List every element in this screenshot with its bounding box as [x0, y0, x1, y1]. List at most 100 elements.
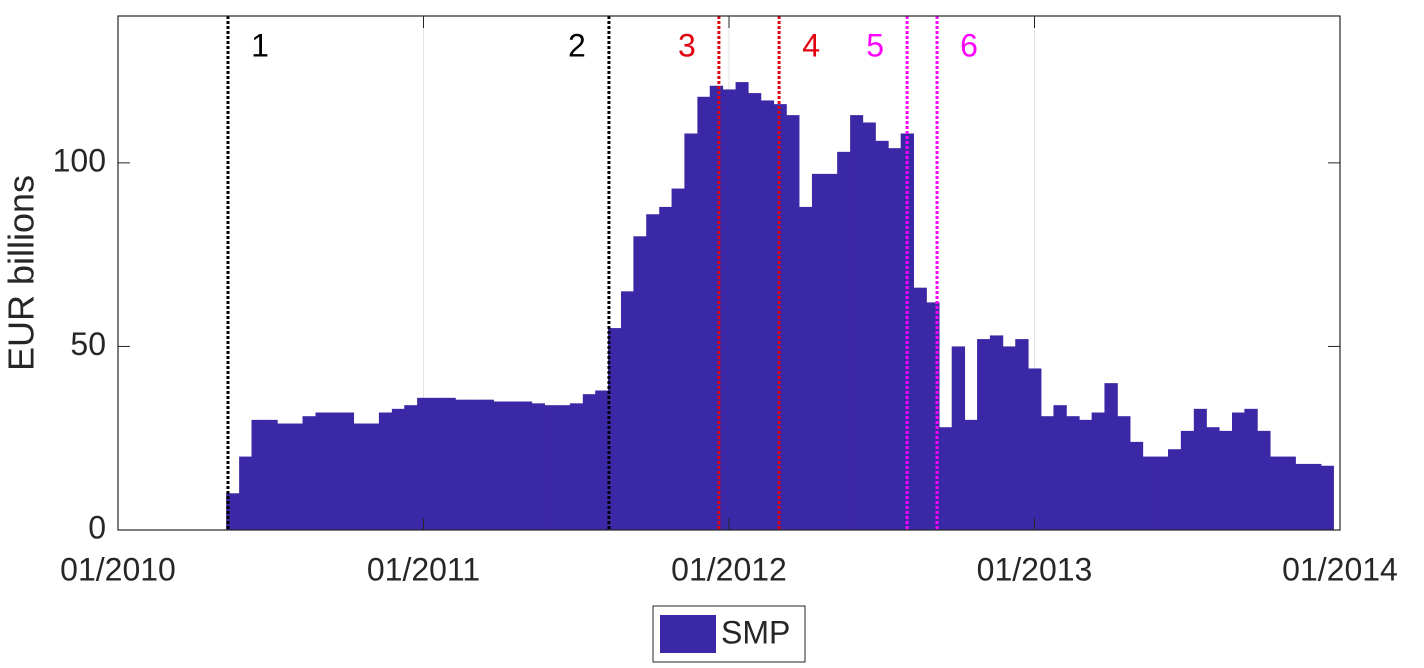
- bar: [251, 419, 265, 530]
- bar: [340, 412, 355, 530]
- bar: [1002, 346, 1016, 530]
- bar: [747, 93, 762, 530]
- bar: [1295, 463, 1309, 530]
- bar: [735, 82, 749, 530]
- bar: [989, 335, 1004, 530]
- bar: [277, 423, 291, 530]
- bar: [608, 328, 622, 530]
- bar: [621, 291, 635, 530]
- y-tick-label: 100: [53, 142, 106, 178]
- bar: [646, 214, 660, 530]
- bar: [1015, 339, 1029, 530]
- bar: [1308, 463, 1322, 530]
- bar: [1142, 456, 1156, 530]
- y-tick-label: 0: [88, 509, 106, 545]
- bar: [302, 416, 316, 530]
- bar: [239, 456, 253, 530]
- bar: [659, 206, 673, 530]
- bar: [378, 412, 393, 530]
- event-label: 2: [568, 27, 586, 63]
- bar: [264, 419, 278, 530]
- bar: [1104, 383, 1118, 530]
- bar: [391, 408, 405, 530]
- bar: [1244, 408, 1258, 530]
- bar: [531, 403, 545, 530]
- bar: [938, 427, 953, 530]
- bar: [289, 423, 304, 530]
- bar: [1270, 456, 1284, 530]
- bar: [1117, 416, 1131, 530]
- bar: [404, 405, 418, 530]
- y-tick-label: 50: [70, 326, 106, 362]
- bar: [1206, 427, 1220, 530]
- bar: [850, 115, 864, 530]
- bar: [468, 399, 482, 530]
- bar: [1257, 430, 1271, 530]
- x-tick-label: 01/2011: [367, 551, 480, 587]
- bar: [582, 394, 596, 530]
- bar: [913, 287, 927, 530]
- bar: [760, 100, 775, 530]
- bar: [1180, 430, 1195, 530]
- bar: [722, 89, 736, 530]
- bar: [544, 405, 558, 530]
- bar: [1028, 368, 1042, 530]
- bar: [684, 133, 698, 530]
- bar: [327, 412, 342, 530]
- bar: [1193, 408, 1207, 530]
- bar: [506, 401, 520, 530]
- y-axis-label: EUR billions: [1, 175, 42, 371]
- bar: [798, 206, 813, 530]
- bar: [709, 85, 724, 530]
- bar: [824, 173, 838, 530]
- bar: [697, 96, 711, 531]
- bar: [671, 188, 685, 531]
- bar: [1091, 412, 1105, 530]
- bar: [315, 412, 329, 530]
- bar: [1129, 441, 1144, 530]
- bar: [353, 423, 367, 530]
- bar: [430, 397, 444, 530]
- bar: [888, 148, 902, 530]
- bar: [1041, 416, 1055, 530]
- x-tick-label: 01/2014: [1282, 551, 1398, 587]
- bar: [862, 122, 876, 530]
- event-label: 3: [678, 27, 696, 63]
- bar: [557, 405, 571, 530]
- x-tick-label: 01/2013: [977, 551, 1093, 587]
- bar: [1155, 456, 1169, 530]
- bar: [569, 403, 584, 530]
- event-label: 6: [960, 27, 978, 63]
- bar: [366, 423, 380, 530]
- bar: [480, 399, 494, 530]
- bar: [977, 339, 991, 530]
- bar: [1168, 449, 1182, 530]
- bar: [837, 151, 851, 531]
- bar: [1219, 430, 1233, 530]
- bar: [1282, 456, 1296, 530]
- bar: [951, 346, 966, 530]
- bar: [875, 140, 889, 531]
- bar: [786, 115, 800, 530]
- bar: [518, 401, 533, 530]
- event-label: 5: [866, 27, 884, 63]
- event-label: 4: [802, 27, 820, 63]
- x-tick-label: 01/2012: [671, 551, 787, 587]
- legend-label: SMP: [721, 614, 790, 650]
- bar: [633, 236, 647, 531]
- bar: [1053, 405, 1067, 530]
- bar: [417, 397, 431, 530]
- bar: [493, 401, 507, 530]
- bar: [442, 397, 456, 530]
- bar: [811, 173, 825, 530]
- bar: [1079, 419, 1093, 530]
- bar: [1320, 465, 1334, 530]
- bar: [1066, 416, 1080, 530]
- bar: [1232, 412, 1246, 530]
- bar: [964, 419, 978, 530]
- bar: [595, 390, 609, 530]
- event-label: 1: [251, 27, 269, 63]
- legend-swatch: [660, 615, 716, 653]
- x-tick-label: 01/2010: [60, 551, 176, 587]
